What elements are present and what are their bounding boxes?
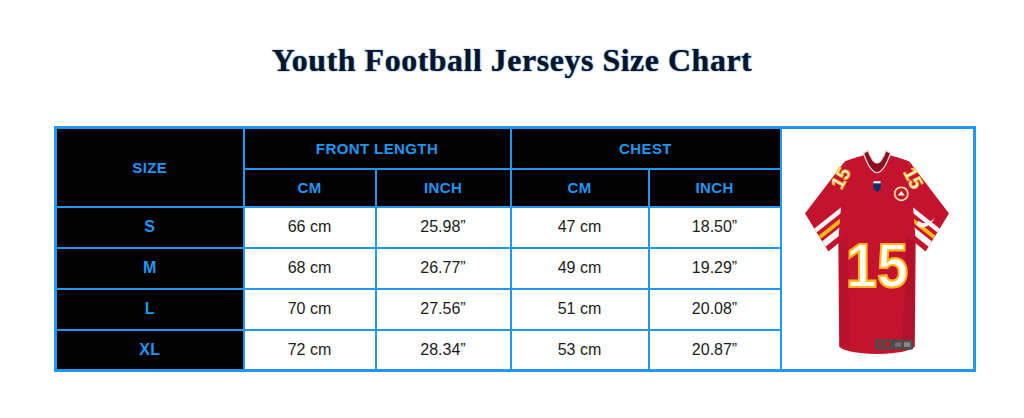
- chest-cm-value: 47 cm: [511, 207, 649, 248]
- front-length-inch-value: 25.98”: [376, 207, 511, 248]
- front-length-cm-value: 68 cm: [244, 248, 376, 289]
- size-label: XL: [56, 330, 244, 371]
- chest-cm-value: 53 cm: [511, 330, 649, 371]
- size-label: L: [56, 289, 244, 330]
- chest-cm-value: 49 cm: [511, 248, 649, 289]
- jock-tag: [875, 339, 913, 349]
- front-length-cm-value: 72 cm: [244, 330, 376, 371]
- chest-inch-value: 19.29”: [649, 248, 781, 289]
- chest-inch-value: 18.50”: [649, 207, 781, 248]
- front-length-cm-value: 66 cm: [244, 207, 376, 248]
- nfl-shield-logo: [874, 181, 881, 191]
- page-title: Youth Football Jerseys Size Chart: [0, 42, 1024, 79]
- chest-cm-value: 51 cm: [511, 289, 649, 330]
- column-header-size: SIZE: [56, 128, 244, 207]
- chest-number: 15: [846, 229, 909, 300]
- team-patch-logo: [894, 186, 909, 201]
- size-label: S: [56, 207, 244, 248]
- jersey-product-photo: 15 15 15: [781, 128, 975, 371]
- front-length-inch-value: 27.56”: [376, 289, 511, 330]
- unit-header-front-cm: CM: [244, 169, 376, 207]
- front-length-inch-value: 28.34”: [376, 330, 511, 371]
- column-header-chest: CHEST: [511, 128, 781, 169]
- chest-inch-value: 20.87”: [649, 330, 781, 371]
- front-length-cm-value: 70 cm: [244, 289, 376, 330]
- chest-inch-value: 20.08”: [649, 289, 781, 330]
- column-header-front-length: FRONT LENGTH: [244, 128, 511, 169]
- red-football-jersey-image: 15 15 15: [787, 134, 967, 367]
- unit-header-chest-cm: CM: [511, 169, 649, 207]
- unit-header-front-inch: INCH: [376, 169, 511, 207]
- size-label: M: [56, 248, 244, 289]
- size-chart-table: SIZE FRONT LENGTH CHEST: [54, 126, 976, 372]
- unit-header-chest-inch: INCH: [649, 169, 781, 207]
- front-length-inch-value: 26.77”: [376, 248, 511, 289]
